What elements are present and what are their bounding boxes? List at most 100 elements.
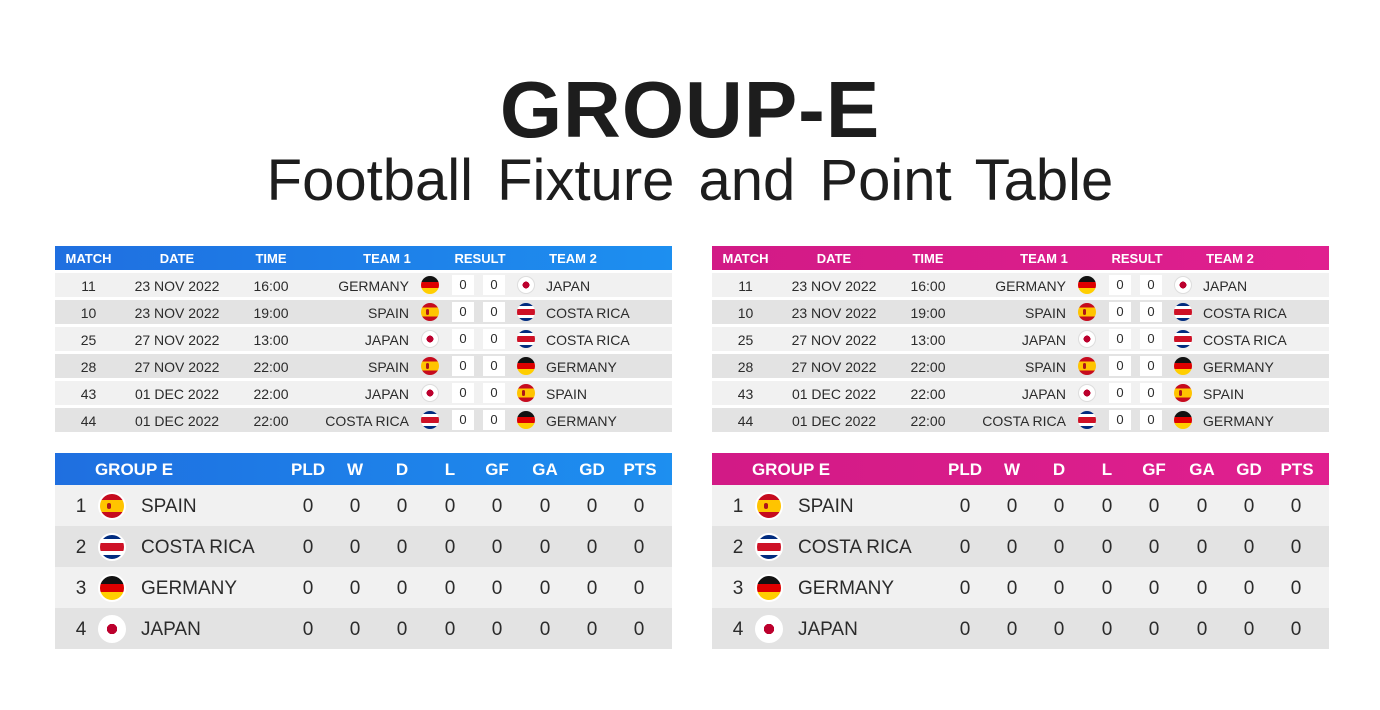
- team2-name: SPAIN: [1203, 386, 1244, 402]
- standings-row: 1 SPAIN 0 0 0 0 0 0 0 0: [55, 485, 672, 526]
- costa-rica-flag-icon: [98, 533, 126, 561]
- match-time: 19:00: [910, 305, 946, 321]
- team2-name: GERMANY: [546, 413, 617, 429]
- team2-score: 0: [1140, 302, 1162, 322]
- stat-cell: 0: [396, 496, 408, 517]
- header-result: RESULT: [454, 251, 506, 266]
- match-date: 23 NOV 2022: [791, 305, 877, 321]
- header-team2: TEAM 2: [1206, 251, 1254, 266]
- match-date: 27 NOV 2022: [134, 359, 220, 375]
- stat-cell: 0: [1148, 537, 1160, 558]
- match-number: 25: [80, 332, 97, 348]
- team1-score: 0: [1109, 275, 1131, 295]
- standings-row: 1 SPAIN 0 0 0 0 0 0 0 0: [712, 485, 1329, 526]
- team2-score: 0: [1140, 410, 1162, 430]
- standings-row: 2 COSTA RICA 0 0 0 0 0 0 0 0: [712, 526, 1329, 567]
- match-date: 27 NOV 2022: [134, 332, 220, 348]
- team1-score: 0: [1109, 383, 1131, 403]
- stat-cell: 0: [1196, 537, 1208, 558]
- match-date: 01 DEC 2022: [134, 386, 220, 402]
- germany-flag-icon: [517, 411, 535, 429]
- stat-cell: 0: [1101, 619, 1113, 640]
- team1-score: 0: [452, 329, 474, 349]
- match-time: 16:00: [910, 278, 946, 294]
- team-position: 2: [75, 537, 87, 558]
- header-date: DATE: [159, 251, 195, 266]
- japan-flag-icon: [1078, 384, 1096, 402]
- header-pts: PTS: [623, 460, 657, 479]
- team1-score: 0: [1109, 410, 1131, 430]
- stat-cell: 0: [539, 578, 551, 599]
- header-d: D: [1052, 460, 1066, 479]
- stat-cell: 0: [633, 578, 645, 599]
- stat-cell: 0: [444, 619, 456, 640]
- stat-cell: 0: [1243, 496, 1255, 517]
- standings-row: 4 JAPAN 0 0 0 0 0 0 0 0: [55, 608, 672, 649]
- fixture-row: 28 27 NOV 2022 22:00 SPAIN 0 0 GERMANY: [712, 354, 1329, 378]
- germany-flag-icon: [1174, 411, 1192, 429]
- japan-flag-icon: [1078, 330, 1096, 348]
- costa-rica-flag-icon: [1174, 330, 1192, 348]
- header-group: GROUP E: [94, 460, 174, 479]
- team2-name: GERMANY: [1203, 413, 1274, 429]
- team2-score: 0: [483, 410, 505, 430]
- stat-cell: 0: [396, 537, 408, 558]
- header-pts: PTS: [1280, 460, 1314, 479]
- header-pld: PLD: [948, 460, 982, 479]
- header-time: TIME: [912, 251, 944, 266]
- match-time: 22:00: [910, 413, 946, 429]
- stat-cell: 0: [349, 496, 361, 517]
- costa-rica-flag-icon: [517, 330, 535, 348]
- costa-rica-flag-icon: [517, 303, 535, 321]
- match-number: 10: [80, 305, 97, 321]
- stat-cell: 0: [302, 496, 314, 517]
- team2-name: JAPAN: [546, 278, 591, 294]
- spain-flag-icon: [1078, 357, 1096, 375]
- team-name: SPAIN: [798, 496, 854, 517]
- stat-cell: 0: [1290, 496, 1302, 517]
- team-name: SPAIN: [141, 496, 197, 517]
- team1-name: SPAIN: [368, 359, 409, 375]
- stat-cell: 0: [1290, 537, 1302, 558]
- japan-flag-icon: [421, 384, 439, 402]
- stat-cell: 0: [959, 619, 971, 640]
- stat-cell: 0: [444, 537, 456, 558]
- stat-cell: 0: [1243, 578, 1255, 599]
- standings-table: GROUP E PLD W D L GF GA GD PTS 1 SPAIN 0 0 0…: [712, 453, 1329, 649]
- team-name: JAPAN: [141, 619, 201, 640]
- team1-name: JAPAN: [364, 386, 409, 402]
- team1-score: 0: [1109, 329, 1131, 349]
- fixture-row: 10 23 NOV 2022 19:00 SPAIN 0 0 COSTA RICA: [55, 300, 672, 324]
- team-name: GERMANY: [141, 578, 238, 599]
- stat-cell: 0: [539, 537, 551, 558]
- team1-score: 0: [452, 356, 474, 376]
- match-time: 13:00: [910, 332, 946, 348]
- stat-cell: 0: [1148, 619, 1160, 640]
- team-position: 4: [75, 619, 87, 640]
- team2-name: COSTA RICA: [1203, 305, 1287, 321]
- team-position: 2: [732, 537, 744, 558]
- stat-cell: 0: [1101, 537, 1113, 558]
- header-d: D: [395, 460, 409, 479]
- fixture-table: MATCH DATE TIME TEAM 1 RESULT TEAM 2 11 2…: [55, 246, 672, 432]
- stat-cell: 0: [396, 578, 408, 599]
- japan-flag-icon: [755, 615, 783, 643]
- header-team1: TEAM 1: [363, 251, 411, 266]
- team2-name: GERMANY: [546, 359, 617, 375]
- stat-cell: 0: [959, 537, 971, 558]
- team1-score: 0: [1109, 302, 1131, 322]
- stat-cell: 0: [1006, 619, 1018, 640]
- fixture-row: 11 23 NOV 2022 16:00 GERMANY 0 0 JAPAN: [712, 273, 1329, 297]
- stat-cell: 0: [1196, 496, 1208, 517]
- match-date: 23 NOV 2022: [134, 278, 220, 294]
- team2-score: 0: [1140, 275, 1162, 295]
- costa-rica-flag-icon: [421, 411, 439, 429]
- match-date: 27 NOV 2022: [791, 359, 877, 375]
- costa-rica-flag-icon: [1174, 303, 1192, 321]
- stat-cell: 0: [1290, 578, 1302, 599]
- match-time: 22:00: [910, 386, 946, 402]
- header-gf: GF: [485, 460, 509, 479]
- spain-flag-icon: [421, 357, 439, 375]
- team1-score: 0: [452, 275, 474, 295]
- stat-cell: 0: [586, 578, 598, 599]
